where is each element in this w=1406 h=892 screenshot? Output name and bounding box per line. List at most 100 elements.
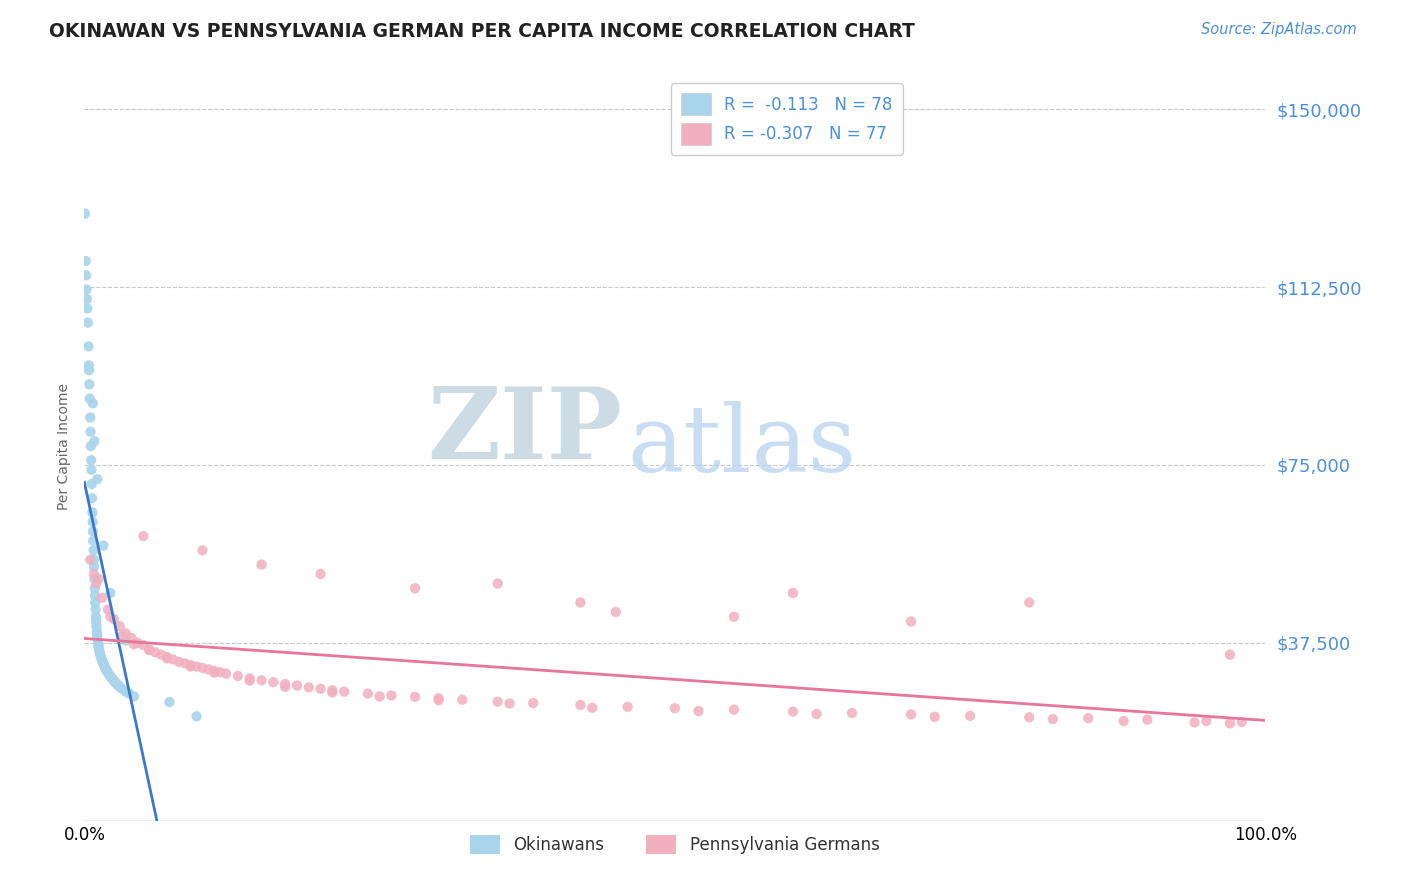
Point (79, 410, 101, 425)
Point (1042, 712, 1064, 726)
Point (111, 629, 134, 643)
Point (76, 292, 98, 306)
Point (93, 657, 115, 672)
Point (111, 681, 134, 696)
Point (173, 656, 195, 670)
Point (138, 643, 160, 657)
Point (202, 665, 225, 680)
Point (101, 673, 124, 687)
Point (404, 581, 426, 595)
Point (156, 650, 179, 665)
Point (96, 663, 118, 677)
Point (86, 631, 108, 645)
Point (226, 669, 249, 683)
Point (250, 558, 273, 572)
Y-axis label: Per Capita Income: Per Capita Income (58, 383, 72, 509)
Point (114, 633, 136, 648)
Point (262, 675, 284, 690)
Point (98, 669, 121, 683)
Point (156, 651, 179, 665)
Point (83, 567, 105, 582)
Point (1077, 711, 1099, 725)
Point (108, 619, 131, 633)
Point (91, 539, 114, 553)
Point (959, 709, 981, 723)
Point (239, 673, 262, 688)
Text: OKINAWAN VS PENNSYLVANIA GERMAN PER CAPITA INCOME CORRELATION CHART: OKINAWAN VS PENNSYLVANIA GERMAN PER CAPI… (49, 22, 915, 41)
Point (76, 301, 98, 316)
Point (202, 664, 225, 678)
Point (107, 678, 129, 692)
Point (84, 576, 107, 591)
Point (162, 652, 184, 666)
Point (121, 631, 143, 645)
Point (91, 656, 114, 670)
Point (89, 645, 111, 659)
Point (98, 586, 121, 600)
Point (427, 691, 450, 706)
Point (309, 681, 332, 696)
Point (104, 675, 127, 690)
Point (143, 645, 166, 659)
Point (75, 254, 97, 268)
Point (108, 680, 131, 694)
Point (94, 662, 117, 676)
Point (209, 665, 232, 680)
Point (569, 698, 592, 712)
Point (80, 463, 103, 477)
Point (79, 425, 101, 439)
Point (107, 677, 129, 691)
Point (82, 524, 104, 539)
Point (285, 678, 308, 692)
Point (86, 624, 108, 638)
Point (94, 660, 117, 674)
Point (782, 586, 804, 600)
Point (83, 434, 105, 449)
Point (86, 628, 108, 642)
Point (1230, 714, 1253, 729)
Point (132, 529, 155, 543)
Point (100, 671, 122, 685)
Point (97, 602, 120, 616)
Point (98, 609, 121, 624)
Point (98, 667, 121, 681)
Point (84, 615, 107, 629)
Point (180, 659, 202, 673)
Point (1219, 716, 1241, 731)
Point (298, 681, 321, 695)
Point (76, 283, 98, 297)
Point (806, 706, 828, 721)
Point (180, 658, 202, 673)
Point (84, 588, 107, 602)
Point (157, 695, 180, 709)
Point (80, 477, 103, 491)
Point (97, 665, 120, 680)
Point (96, 664, 118, 678)
Point (486, 576, 509, 591)
Point (191, 543, 214, 558)
Point (118, 687, 141, 701)
Point (77, 316, 100, 330)
Point (321, 683, 343, 698)
Point (1018, 595, 1040, 609)
Point (486, 695, 509, 709)
Point (186, 659, 208, 673)
Point (79, 553, 101, 567)
Point (197, 662, 219, 676)
Point (569, 595, 592, 609)
Point (84, 595, 107, 609)
Point (91, 655, 114, 669)
Point (103, 612, 125, 626)
Point (924, 710, 946, 724)
Text: ZIP: ZIP (427, 383, 621, 480)
Point (250, 673, 273, 688)
Point (87, 643, 111, 657)
Point (103, 673, 125, 688)
Point (782, 705, 804, 719)
Text: atlas: atlas (627, 401, 856, 491)
Point (91, 653, 114, 667)
Point (688, 704, 710, 718)
Point (87, 634, 110, 648)
Point (90, 650, 112, 665)
Point (900, 615, 922, 629)
